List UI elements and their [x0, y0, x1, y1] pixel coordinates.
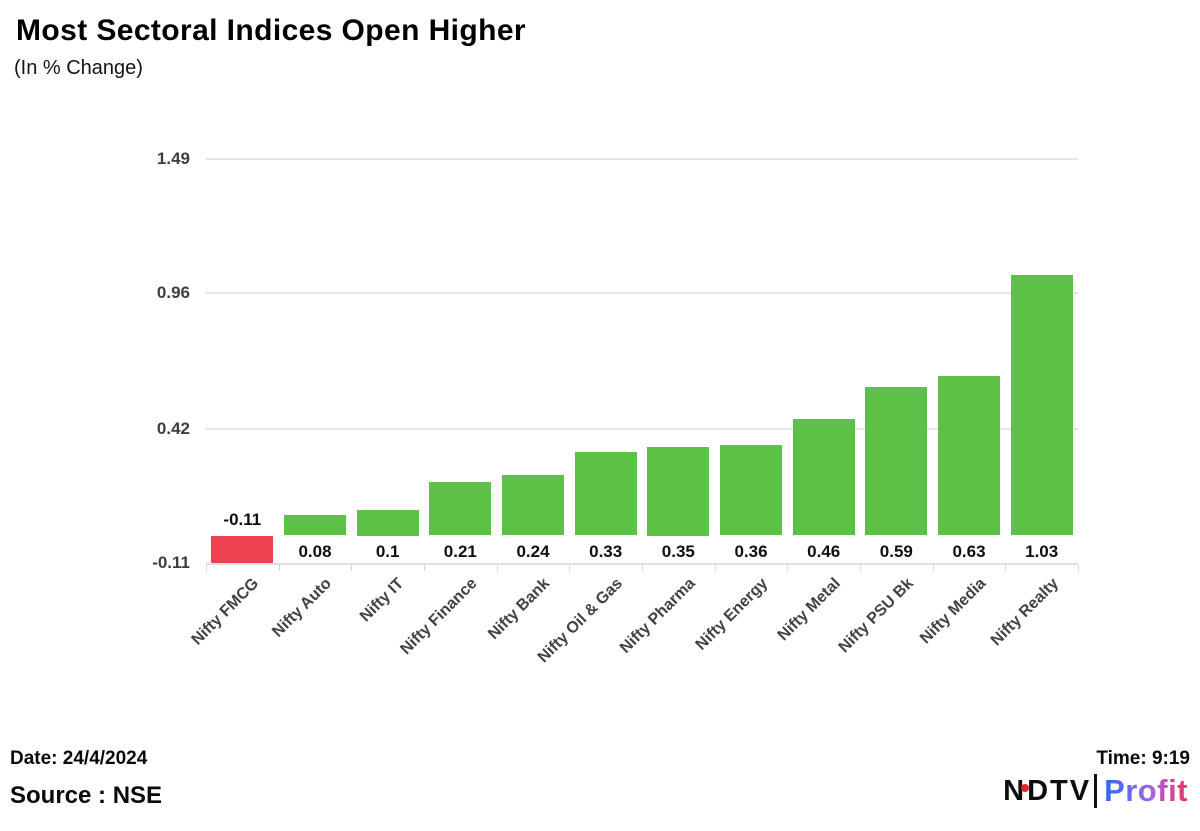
x-axis-label: Nifty Pharma: [616, 575, 699, 657]
bar-value-label: 1.03: [1025, 541, 1059, 561]
ndtv-letters-dtv: DTV: [1027, 774, 1092, 807]
bar-value-label: 0.33: [589, 541, 623, 561]
logo-divider: [1094, 774, 1098, 808]
ndtv-profit-logo: N DTV Profit: [1003, 770, 1188, 812]
ndtv-letter-n: N: [1003, 774, 1027, 807]
bar: [356, 510, 419, 536]
x-axis-tick: [642, 565, 643, 572]
x-axis-label: Nifty Bank: [485, 575, 554, 643]
x-axis-tick: [787, 565, 789, 572]
x-axis-label: Nifty Auto: [269, 575, 336, 641]
bar-value-label: 0.36: [734, 541, 768, 561]
x-axis-label: Nifty Metal: [774, 575, 844, 645]
bar-value-label: 0.21: [443, 541, 477, 561]
source-label: Source : NSE: [10, 782, 163, 809]
x-axis-label: Nifty Realty: [987, 575, 1062, 650]
bar: [938, 376, 1000, 536]
bar: [647, 447, 710, 536]
x-axis-line: [206, 563, 1078, 566]
bar: [720, 444, 782, 536]
x-axis-tick: [569, 565, 571, 572]
ndtv-wordmark: N DTV: [1003, 775, 1091, 808]
y-tick-label: 0.42: [156, 419, 190, 439]
x-axis-label: Nifty Energy: [692, 575, 772, 654]
x-axis-tick: [1078, 565, 1079, 572]
x-axis-tick: [278, 565, 280, 572]
bar-value-label: 0.63: [952, 541, 986, 561]
y-tick-label: -0.11: [152, 553, 190, 573]
bar: [284, 515, 346, 536]
date-label: Date: 24/4/2024: [10, 748, 148, 769]
page-title: Most Sectoral Indices Open Higher: [16, 14, 526, 47]
bar-value-label: 0.24: [516, 541, 550, 561]
profit-wordmark: Profit: [1104, 773, 1188, 808]
x-axis-label: Nifty Finance: [397, 575, 481, 659]
gridline: [206, 158, 1078, 161]
x-axis-tick: [496, 565, 498, 572]
bar-value-label: 0.08: [298, 541, 332, 561]
time-label: Time: 9:19: [1096, 748, 1190, 769]
bar: [792, 419, 855, 536]
y-tick-label: 1.49: [156, 149, 190, 169]
bar: [865, 386, 928, 536]
gridline: [206, 292, 1078, 295]
bar: [211, 535, 274, 564]
x-axis-label: Nifty Media: [916, 575, 990, 648]
x-axis-label: Nifty PSU Bk: [835, 575, 917, 657]
x-axis-label: Nifty FMCG: [188, 575, 263, 649]
bar-value-label: 0.1: [375, 541, 400, 561]
x-axis-label: Nifty IT: [357, 575, 408, 626]
page-subtitle: (In % Change): [14, 57, 143, 79]
bar-value-label: 0.35: [661, 541, 695, 561]
ndtv-red-dot-icon: [1021, 784, 1030, 792]
gridline: [206, 428, 1078, 431]
x-axis-tick: [351, 565, 353, 572]
x-axis-tick: [424, 565, 425, 572]
x-axis-tick: [1005, 565, 1007, 572]
x-axis-tick: [932, 565, 934, 572]
bar: [502, 474, 564, 536]
bar-value-label: 0.59: [879, 541, 913, 561]
x-axis-tick: [714, 565, 716, 572]
x-axis-tick: [860, 565, 861, 572]
x-axis-tick: [206, 565, 207, 572]
y-tick-label: 0.96: [156, 283, 190, 303]
bar-value-label: 0.46: [807, 541, 841, 561]
bar-value-label: -0.11: [223, 509, 262, 529]
bar: [574, 452, 637, 536]
bar: [429, 482, 492, 536]
bar: [1010, 275, 1073, 536]
